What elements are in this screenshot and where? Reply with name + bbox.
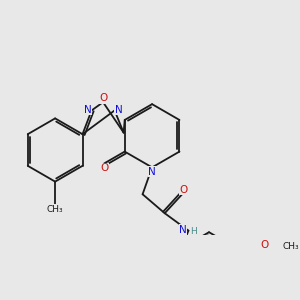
- Text: N: N: [84, 104, 91, 115]
- Text: CH₃: CH₃: [47, 205, 64, 214]
- Text: N: N: [115, 104, 123, 115]
- Text: H: H: [190, 227, 197, 236]
- Text: N: N: [179, 225, 187, 235]
- Text: N: N: [148, 167, 156, 177]
- Text: O: O: [99, 93, 107, 103]
- Text: O: O: [180, 184, 188, 194]
- Text: O: O: [100, 163, 108, 173]
- Text: O: O: [261, 240, 269, 250]
- Text: CH₃: CH₃: [283, 242, 299, 251]
